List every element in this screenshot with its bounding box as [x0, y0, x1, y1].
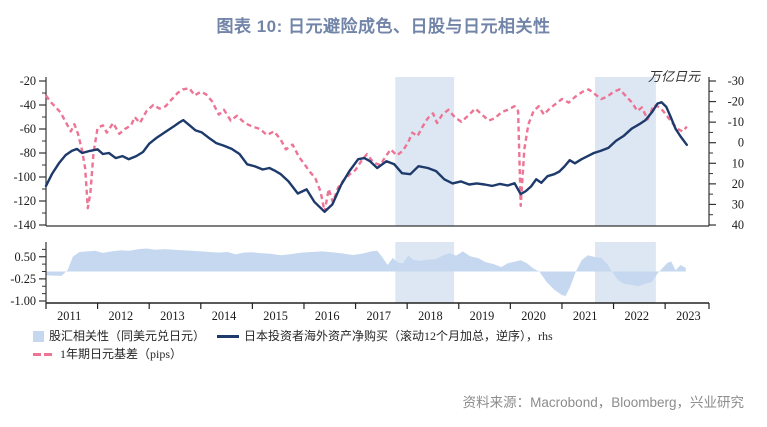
- net-purchases-series-line: [44, 101, 688, 213]
- highlight-band-main: [595, 77, 656, 226]
- main-right-tick-label: 0: [738, 136, 744, 150]
- legend-label-net-purchases: 日本投资者海外资产净购买（滚动12个月加总，逆序），rhs: [244, 329, 553, 343]
- right-axis-unit-label: 万亿日元: [647, 69, 700, 84]
- source-note: 资料来源：Macrobond，Bloomberg，兴业研究: [462, 395, 744, 410]
- dash-swatch-icon: [33, 352, 55, 356]
- x-year-label: 2018: [418, 309, 443, 323]
- legend: 股汇相关性（同美元兑日元） 日本投资者海外资产净购买（滚动12个月加总，逆序），…: [33, 327, 565, 363]
- x-year-label: 2014: [212, 309, 237, 323]
- basis-series-line: [45, 87, 688, 213]
- x-year-label: 2020: [521, 309, 546, 323]
- lower-left-tick-label: -1.00: [10, 294, 36, 308]
- x-year-label: 2023: [676, 309, 701, 323]
- x-year-label: 2015: [263, 309, 288, 323]
- x-year-label: 2013: [160, 309, 185, 323]
- x-year-label: 2017: [366, 309, 391, 323]
- x-year-label: 2022: [624, 309, 649, 323]
- lower-left-tick-label: -0.25: [10, 272, 36, 286]
- legend-label-correlation: 股汇相关性（同美元兑日元）: [49, 329, 206, 343]
- x-year-label: 2011: [57, 309, 81, 323]
- main-left-tick-label: -80: [20, 146, 36, 160]
- correlation-area: [46, 248, 686, 296]
- legend-label-basis: 1年期日元基差（pips）: [60, 347, 183, 361]
- legend-row-2: 1年期日元基差（pips）: [33, 345, 565, 363]
- main-left-tick-label: -60: [20, 122, 36, 136]
- highlight-band-lower: [395, 242, 455, 303]
- legend-row-1: 股汇相关性（同美元兑日元） 日本投资者海外资产净购买（滚动12个月加总，逆序），…: [33, 327, 565, 345]
- legend-item-correlation: 股汇相关性（同美元兑日元）: [33, 327, 205, 345]
- highlight-band-main: [395, 77, 455, 226]
- main-left-tick-label: -100: [13, 170, 36, 184]
- legend-item-net-purchases: 日本投资者海外资产净购买（滚动12个月加总，逆序），rhs: [217, 327, 553, 345]
- main-left-tick-label: -120: [13, 194, 36, 208]
- chart-title: 图表 10: 日元避险成色、日股与日元相关性: [216, 17, 551, 36]
- main-right-tick-label: -20: [728, 95, 744, 109]
- main-right-tick-label: 20: [732, 177, 744, 191]
- x-year-label: 2019: [470, 309, 495, 323]
- x-year-label: 2021: [573, 309, 598, 323]
- lower-left-tick-label: 0.50: [14, 250, 36, 264]
- main-right-tick-label: -30: [728, 74, 744, 88]
- main-right-tick-label: 10: [732, 156, 744, 170]
- main-right-tick-label: 30: [732, 197, 744, 211]
- main-left-tick-label: -140: [13, 218, 36, 232]
- legend-item-basis: 1年期日元基差（pips）: [33, 345, 182, 363]
- main-right-tick-label: -10: [728, 115, 744, 129]
- main-left-tick-label: -40: [20, 98, 36, 112]
- x-year-label: 2012: [109, 309, 134, 323]
- area-swatch-icon: [33, 330, 44, 342]
- line-swatch-icon: [217, 334, 240, 338]
- main-right-tick-label: 40: [732, 218, 744, 232]
- x-year-label: 2016: [315, 309, 340, 323]
- main-left-tick-label: -20: [20, 74, 36, 88]
